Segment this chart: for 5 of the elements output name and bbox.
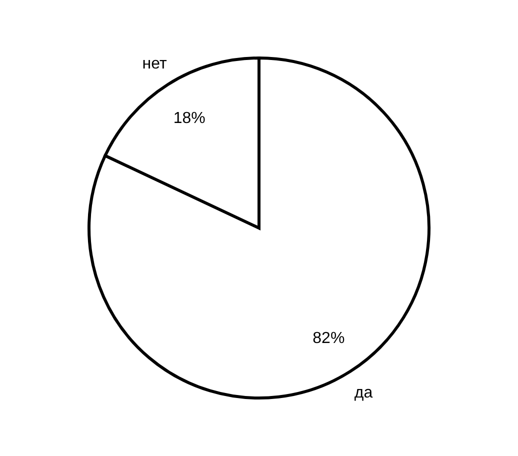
pie-slice [88, 56, 430, 400]
slice-label: нет [142, 55, 168, 72]
slice-label: да [354, 384, 373, 402]
data-label: 18% [173, 110, 206, 128]
data-label: 82% [312, 330, 345, 347]
